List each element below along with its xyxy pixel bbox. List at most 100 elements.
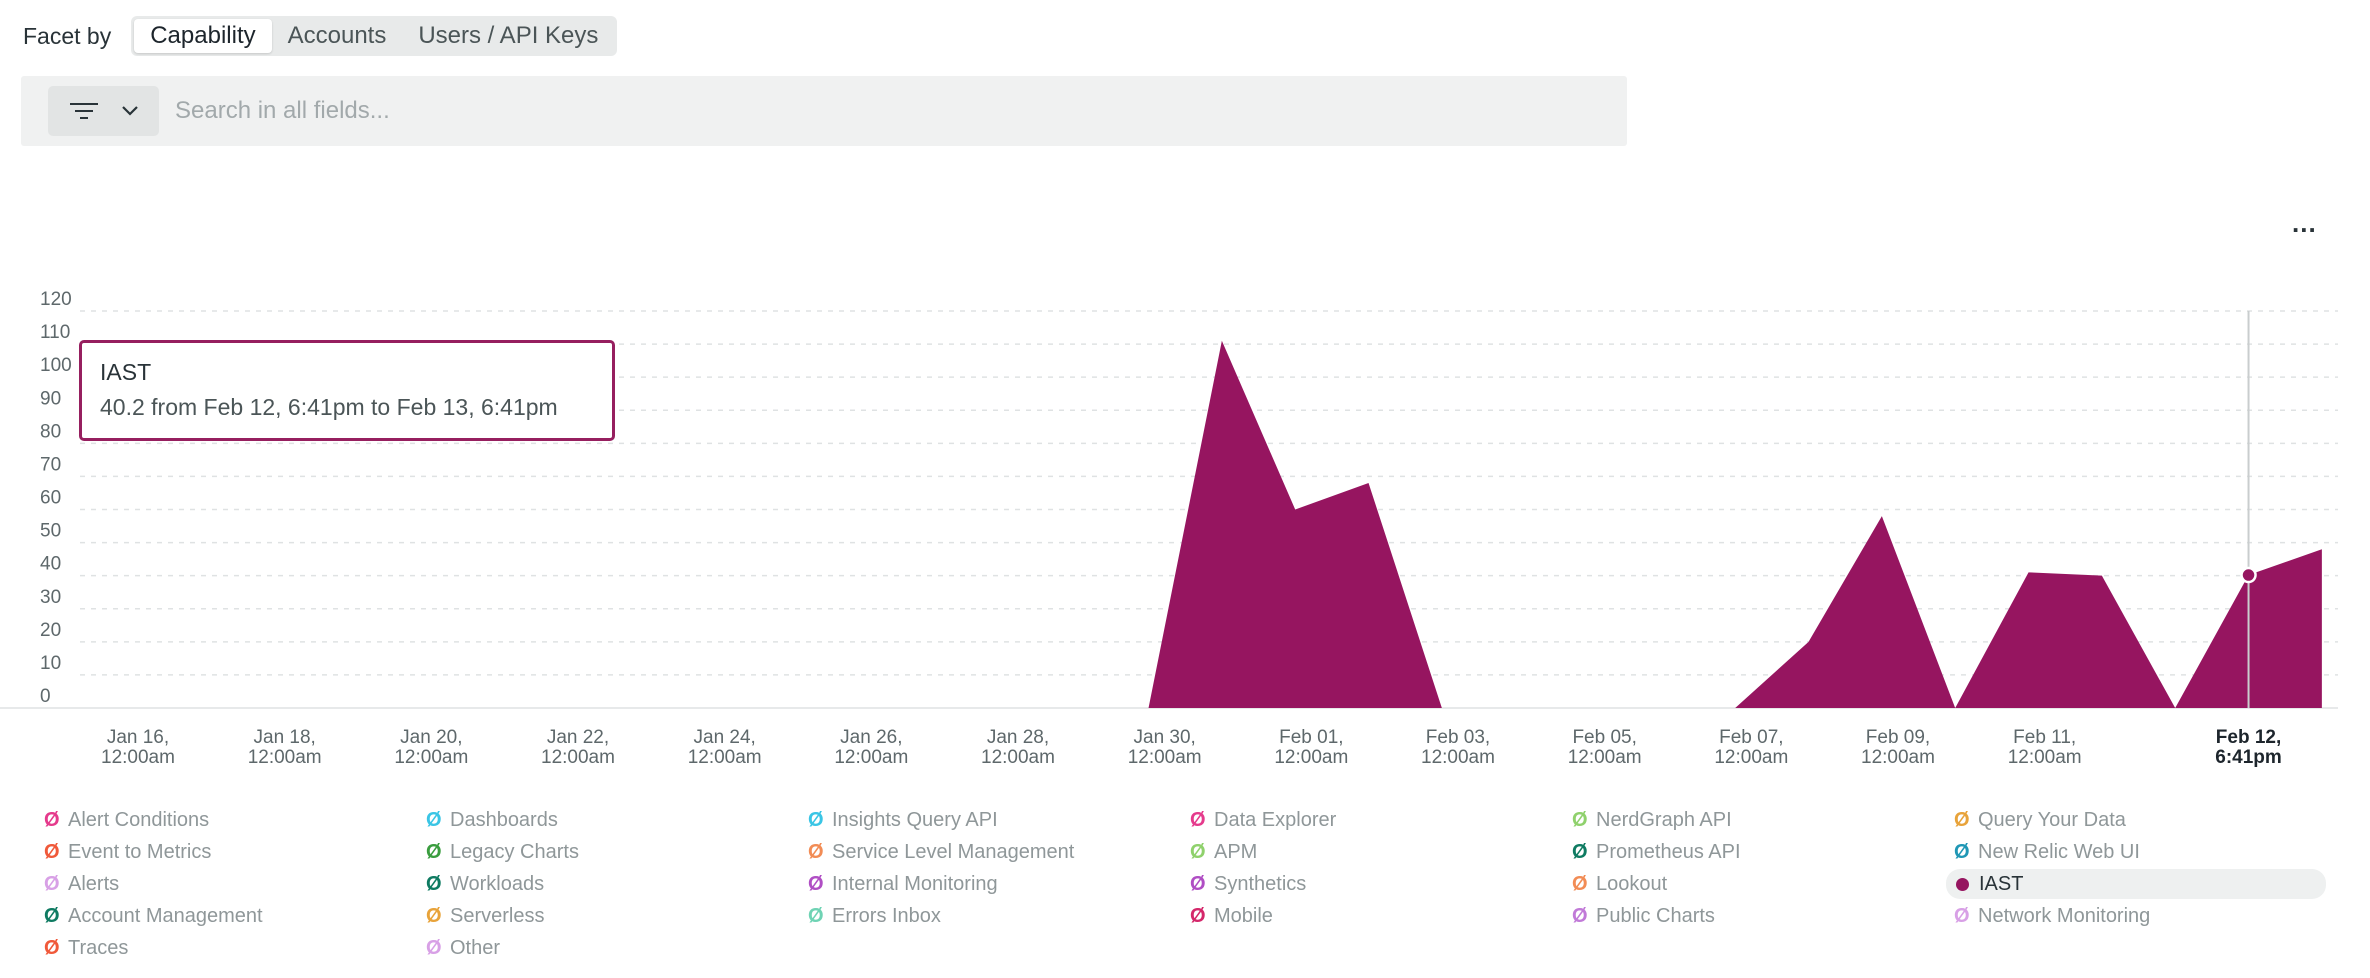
y-tick-label: 110	[40, 322, 70, 343]
legend-item-errors-inbox[interactable]: Ø Errors Inbox	[808, 901, 941, 931]
legend-hidden-icon: Ø	[1572, 808, 1588, 831]
legend-item-lookout[interactable]: Ø Lookout	[1572, 869, 1667, 899]
x-tick-label-day: Jan 30,	[1134, 727, 1196, 748]
x-tick-label-time: 12:00am	[101, 747, 175, 768]
legend-hidden-icon: Ø	[44, 840, 60, 863]
legend-dot-icon	[1956, 877, 1969, 891]
x-tick-label-day: Jan 20,	[400, 727, 462, 748]
legend-hidden-icon: Ø	[1954, 808, 1970, 831]
facet-option-users-api-keys[interactable]: Users / API Keys	[418, 22, 599, 49]
facet-option-accounts[interactable]: Accounts	[287, 22, 387, 49]
y-tick-label: 20	[40, 620, 61, 641]
y-tick-label: 60	[40, 488, 61, 509]
legend-item-dashboards[interactable]: Ø Dashboards	[426, 805, 558, 835]
tooltip-value: 40.2 from Feb 12, 6:41pm to Feb 13, 6:41…	[100, 394, 558, 420]
x-tick-label-time: 12:00am	[1861, 747, 1935, 768]
y-tick-label: 70	[40, 454, 61, 475]
legend-item-traces[interactable]: Ø Traces	[44, 933, 128, 963]
x-tick-label-time: 12:00am	[834, 747, 908, 768]
legend-label: Lookout	[1596, 872, 1668, 895]
legend-item-nerdgraph-api[interactable]: Ø NerdGraph API	[1572, 805, 1732, 835]
x-tick-label-time: 12:00am	[1714, 747, 1788, 768]
facet-option-capability[interactable]: Capability	[134, 19, 272, 53]
chart-series-layer	[138, 340, 2322, 708]
legend-label: Mobile	[1214, 904, 1273, 927]
legend-item-workloads[interactable]: Ø Workloads	[426, 869, 544, 899]
filter-dropdown-button[interactable]	[48, 86, 159, 136]
legend-item-legacy-charts[interactable]: Ø Legacy Charts	[426, 837, 579, 867]
legend-hidden-icon: Ø	[1572, 904, 1588, 927]
legend-item-data-explorer[interactable]: Ø Data Explorer	[1190, 805, 1336, 835]
x-tick-label-day: Feb 09,	[1866, 727, 1930, 748]
legend-label: Account Management	[68, 904, 263, 927]
legend-item-internal-monitoring[interactable]: Ø Internal Monitoring	[808, 869, 998, 899]
search-input[interactable]	[173, 96, 1477, 126]
legend-item-alerts[interactable]: Ø Alerts	[44, 869, 119, 899]
legend-item-query-your-data[interactable]: Ø Query Your Data	[1954, 805, 2126, 835]
y-tick-label: 30	[40, 587, 61, 608]
legend-label: Query Your Data	[1978, 808, 2126, 831]
y-tick-label: 10	[40, 653, 61, 674]
legend-item-public-charts[interactable]: Ø Public Charts	[1572, 901, 1715, 931]
x-tick-label-day: Feb 12,	[2216, 727, 2281, 748]
legend-hidden-icon: Ø	[808, 904, 824, 927]
x-tick-label-day: Feb 03,	[1426, 727, 1490, 748]
legend-label: Errors Inbox	[832, 904, 941, 927]
y-tick-label: 50	[40, 521, 61, 542]
legend-item-insights-query-api[interactable]: Ø Insights Query API	[808, 805, 998, 835]
legend-label: New Relic Web UI	[1978, 840, 2140, 863]
legend-item-alert-conditions[interactable]: Ø Alert Conditions	[44, 805, 209, 835]
x-tick-label-time: 12:00am	[394, 747, 468, 768]
legend-item-apm[interactable]: Ø APM	[1190, 837, 1257, 867]
legend-item-mobile[interactable]: Ø Mobile	[1190, 901, 1273, 931]
y-tick-label: 40	[40, 554, 61, 575]
legend-item-event-to-metrics[interactable]: Ø Event to Metrics	[44, 837, 211, 867]
legend-label: Insights Query API	[832, 808, 998, 831]
y-tick-label: 90	[40, 388, 61, 409]
legend-label: Alerts	[68, 872, 120, 895]
legend-item-network-monitoring[interactable]: Ø Network Monitoring	[1954, 901, 2150, 931]
legend-label: Workloads	[450, 872, 545, 895]
legend-item-new-relic-web-ui[interactable]: Ø New Relic Web UI	[1954, 837, 2140, 867]
legend-item-service-level-management[interactable]: Ø Service Level Management	[808, 837, 1074, 867]
x-tick-label-day: Jan 26,	[840, 727, 902, 748]
legend-label: Event to Metrics	[68, 840, 212, 863]
legend-item-synthetics[interactable]: Ø Synthetics	[1190, 869, 1306, 899]
legend-hidden-icon: Ø	[1190, 872, 1206, 895]
legend-item-serverless[interactable]: Ø Serverless	[426, 901, 544, 931]
legend-hidden-icon: Ø	[1954, 904, 1970, 927]
legend-hidden-icon: Ø	[1572, 840, 1588, 863]
x-tick-label-time: 12:00am	[541, 747, 615, 768]
legend-item-other[interactable]: Ø Other	[426, 933, 500, 963]
tooltip-series-name: IAST	[100, 359, 152, 385]
legend-hidden-icon: Ø	[426, 808, 442, 831]
x-tick-label-day: Feb 07,	[1719, 727, 1783, 748]
legend-hidden-icon: Ø	[808, 872, 824, 895]
x-tick-label-time: 12:00am	[1568, 747, 1642, 768]
legend-hidden-icon: Ø	[1190, 840, 1206, 863]
y-tick-label: 100	[40, 355, 72, 376]
x-tick-label-day: Jan 24,	[694, 727, 756, 748]
x-tick-label-time: 12:00am	[981, 747, 1055, 768]
y-tick-label: 0	[40, 686, 51, 707]
legend-label: Legacy Charts	[450, 840, 579, 863]
legend-label: Dashboards	[450, 808, 558, 831]
filter-icon	[69, 103, 98, 119]
x-tick-label-day: Jan 28,	[987, 727, 1049, 748]
legend-hidden-icon: Ø	[1572, 872, 1588, 895]
legend-hidden-icon: Ø	[1190, 904, 1206, 927]
legend-item-prometheus-api[interactable]: Ø Prometheus API	[1572, 837, 1741, 867]
legend-item-iast[interactable]: IAST	[1946, 869, 2326, 899]
legend-hidden-icon: Ø	[44, 936, 60, 959]
series-area-iast[interactable]	[138, 340, 2322, 708]
more-options-button[interactable]: ...	[2292, 208, 2317, 238]
legend-label: Service Level Management	[832, 840, 1075, 863]
legend-item-account-management[interactable]: Ø Account Management	[44, 901, 263, 931]
legend-label: Alert Conditions	[68, 808, 210, 831]
facet-by-control: Facet by Capability Accounts Users / API…	[23, 14, 618, 58]
legend-label: Data Explorer	[1214, 808, 1337, 831]
legend-label: Other	[450, 936, 501, 959]
legend-label: Serverless	[450, 904, 545, 927]
x-tick-label-time: 12:00am	[248, 747, 322, 768]
